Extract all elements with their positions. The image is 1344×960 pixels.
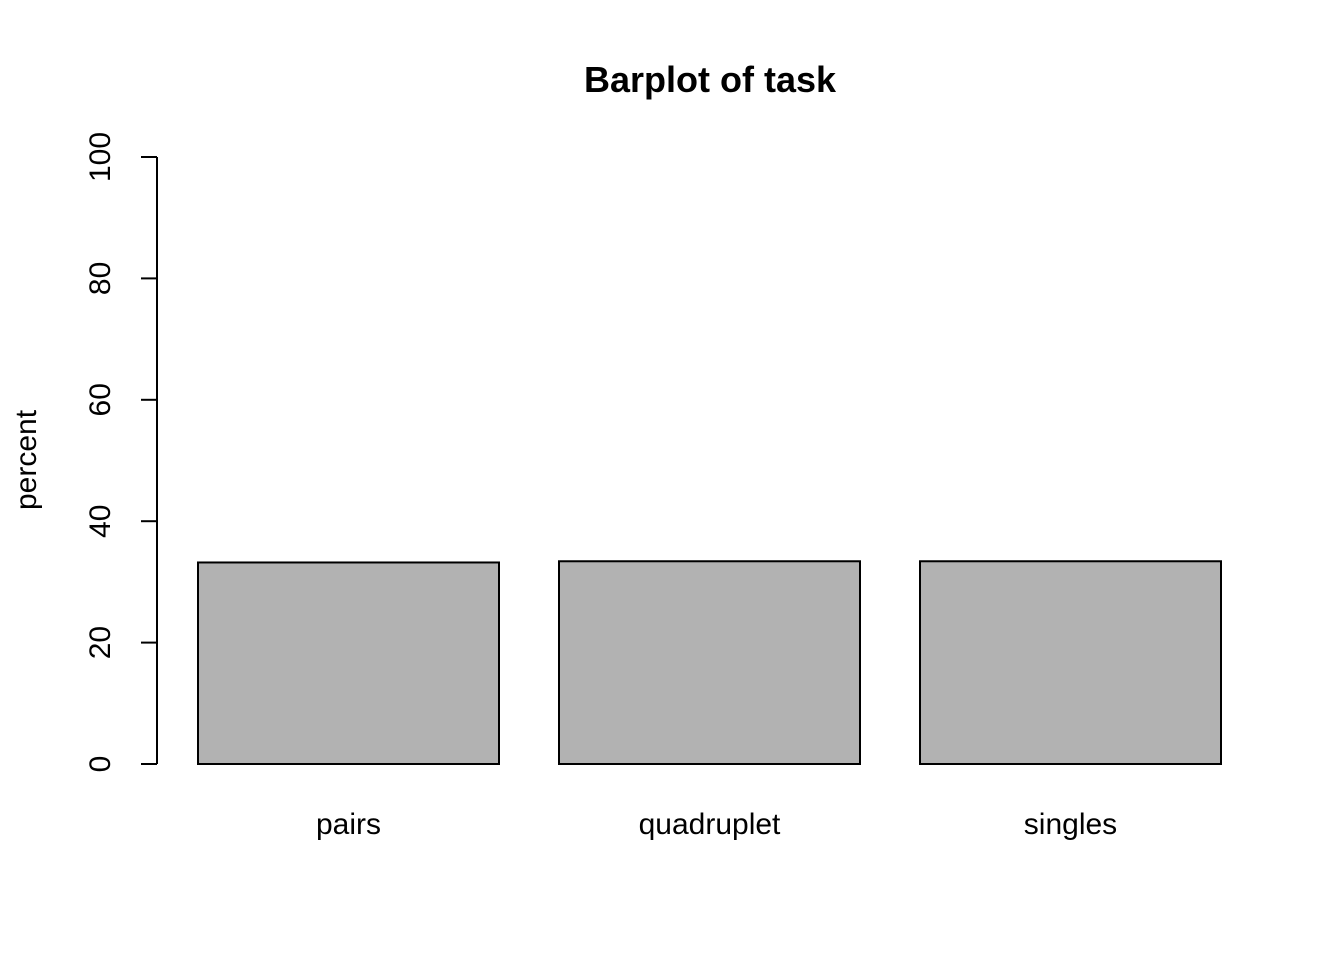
- y-axis-label: percent: [10, 409, 43, 510]
- y-tick-label: 80: [84, 262, 117, 295]
- y-tick-label: 100: [84, 132, 117, 182]
- bar-singles: [919, 560, 1222, 766]
- y-tick-label: 20: [84, 626, 117, 659]
- y-tick-label: 0: [84, 756, 117, 773]
- x-tick-label: singles: [1024, 808, 1117, 841]
- chart-title: Barplot of task: [584, 59, 837, 100]
- bars-group: [197, 560, 1222, 766]
- x-tick-label: pairs: [316, 808, 381, 841]
- bar-pairs: [197, 561, 500, 766]
- y-axis-ticks: 0 20 40 60 80 100: [84, 132, 157, 772]
- x-tick-label: quadruplet: [639, 808, 781, 841]
- y-tick-label: 60: [84, 383, 117, 416]
- bar-quadruplet: [558, 560, 861, 766]
- x-axis-labels: pairs quadruplet singles: [316, 808, 1117, 841]
- y-tick-label: 40: [84, 505, 117, 538]
